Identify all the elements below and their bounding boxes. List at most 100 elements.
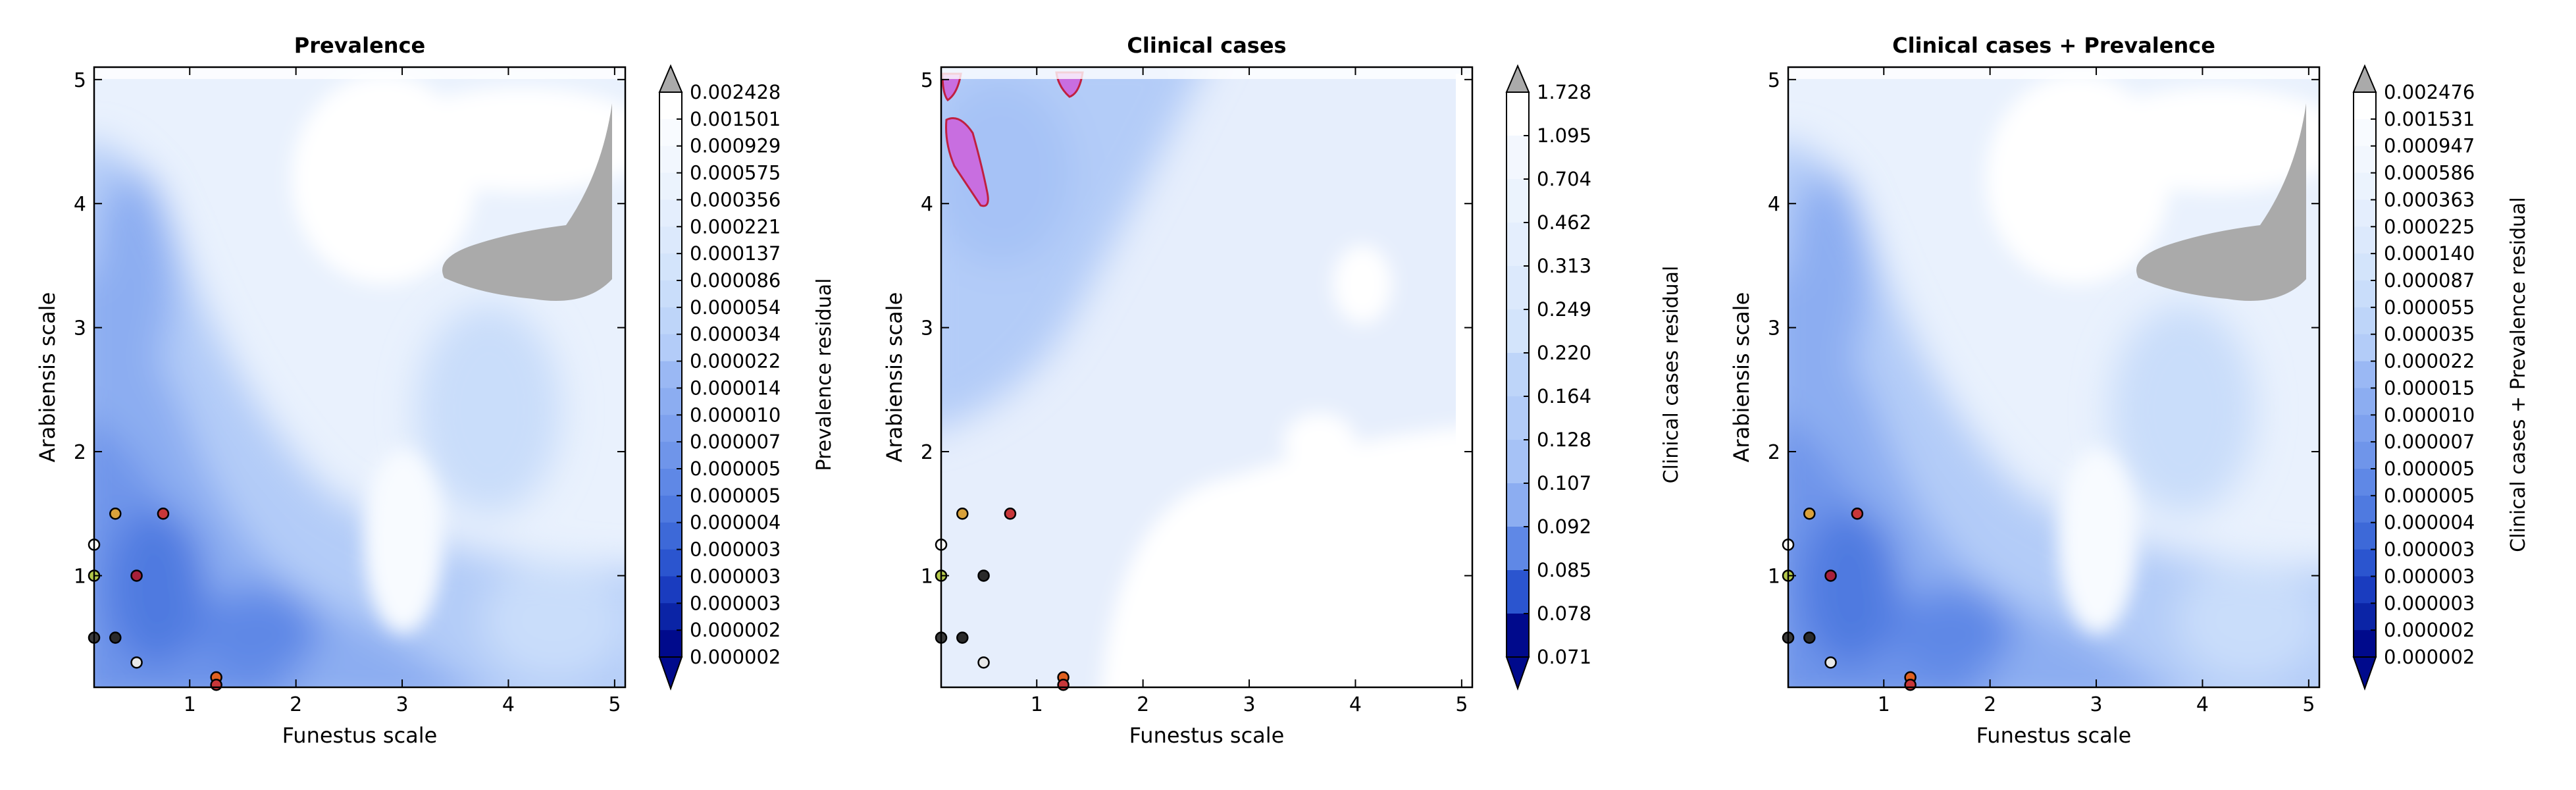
y-tick-label: 1 [1768, 565, 1780, 588]
colorbar-segment [2354, 92, 2376, 120]
y-tick-label: 5 [1768, 69, 1780, 92]
plot-frame [1787, 66, 2321, 689]
colorbar-over-arrow [658, 64, 683, 93]
colorbar-segment [659, 388, 682, 415]
colorbar-segment [659, 495, 682, 523]
colorbar-tick-label: 0.001501 [690, 108, 781, 130]
y-tick-label: 5 [74, 69, 86, 92]
data-point [1824, 569, 1837, 582]
data-point [1851, 507, 1864, 520]
colorbar-segment [659, 253, 682, 281]
contour-field [941, 67, 1472, 687]
colorbar-tick-label: 0.000055 [2384, 296, 2475, 319]
x-tick-label: 1 [1031, 693, 1043, 716]
top-edge [941, 67, 1472, 79]
x-tick-label: 2 [1137, 693, 1149, 716]
colorbar-segment [1507, 570, 1529, 614]
chart-panel-3: 1 2 3 4 5 1 2 3 4 5 Clinical cases + Prevalence Fun… [1729, 33, 2530, 748]
colorbar-segment [659, 522, 682, 550]
colorbar-label: Prevalence residual [813, 278, 836, 471]
data-point [977, 656, 990, 669]
colorbar-under-arrow [2352, 656, 2377, 691]
colorbar-segment [2354, 522, 2376, 550]
colorbar-tick-label: 0.220 [1537, 342, 1591, 364]
colorbar-tick-label: 0.000054 [690, 296, 781, 319]
plot-frame [940, 66, 1474, 689]
masked-region [442, 103, 612, 302]
x-axis-label: Funestus scale [1129, 723, 1285, 748]
colorbar-segment [1507, 223, 1529, 267]
colorbar-segment [659, 118, 682, 147]
colorbar-tick-label: 0.000003 [2384, 592, 2475, 614]
data-point [1904, 678, 1917, 691]
colorbar-tick-label: 0.313 [1537, 255, 1591, 277]
colorbar-segment [659, 630, 682, 658]
colorbar-segment [1507, 614, 1529, 658]
colorbar-segment [2354, 307, 2376, 335]
colorbar-tick-label: 0.085 [1537, 559, 1591, 581]
x-tick-label: 1 [1878, 693, 1890, 716]
colorbar-tick-label: 0.000221 [690, 215, 781, 238]
y-tick-label: 4 [74, 193, 86, 216]
colorbar-tick-label: 0.000003 [2384, 539, 2475, 561]
colorbar-segment [659, 280, 682, 308]
masked-region [2136, 103, 2306, 302]
colorbar-segment [2354, 469, 2376, 496]
y-tick-label: 3 [74, 317, 86, 340]
y-tick-label: 3 [1768, 317, 1780, 340]
colorbar-segment [1507, 309, 1529, 354]
y-tick-label: 1 [921, 565, 933, 588]
colorbar-segment [659, 145, 682, 174]
colorbar-tick-label: 0.000010 [690, 404, 781, 426]
data-point [977, 569, 990, 582]
colorbar-tick-label: 0.071 [1537, 646, 1591, 668]
colorbar-segment [659, 172, 682, 200]
colorbar-segment [2354, 388, 2376, 415]
plot-frame [93, 66, 627, 689]
colorbar-tick-label: 0.000947 [2384, 135, 2475, 157]
contour-highlights [1986, 74, 2319, 633]
colorbar-segment [2354, 118, 2376, 147]
colorbar-tick-label: 0.000575 [690, 162, 781, 184]
colorbar-segment [1507, 92, 1529, 136]
colorbar-segment [659, 603, 682, 631]
x-axis-label: Funestus scale [282, 723, 438, 748]
colorbar-tick-label: 0.000003 [690, 539, 781, 561]
colorbar-segment [659, 361, 682, 388]
colorbar-segment [2354, 199, 2376, 227]
colorbar-tick-label: 0.000014 [690, 377, 781, 399]
colorbar-segment [659, 469, 682, 496]
colorbar-segment [1507, 440, 1529, 484]
colorbar: 0.002476 0.001531 0.000947 0.000586 0.000363… [2352, 64, 2530, 691]
colorbar-segment [659, 576, 682, 604]
colorbar-tick-label: 0.704 [1537, 168, 1591, 190]
colorbar-tick-label: 0.000005 [690, 458, 781, 480]
colorbar-over-arrow [1505, 64, 1530, 93]
colorbar-tick-label: 0.000015 [2384, 377, 2475, 399]
colorbar-tick-label: 0.000002 [690, 619, 781, 641]
colorbar-tick-label: 0.002476 [2384, 81, 2475, 103]
colorbar-tick-label: 0.078 [1537, 602, 1591, 625]
y-tick-label: 2 [921, 441, 933, 464]
colorbar-tick-label: 0.000005 [2384, 485, 2475, 507]
x-tick-label: 5 [2302, 693, 2315, 716]
data-point [157, 507, 170, 520]
colorbar-segment [659, 226, 682, 254]
colorbar: 0.002428 0.001501 0.000929 0.000575 0.000356… [658, 64, 836, 691]
colorbar-tick-label: 0.000086 [690, 269, 781, 292]
colorbar-segment [659, 415, 682, 442]
data-point [210, 678, 222, 691]
colorbar-tick-label: 0.249 [1537, 298, 1591, 321]
colorbar-segment [2354, 145, 2376, 174]
colorbar-frame [1506, 92, 1530, 658]
colorbar-tick-label: 0.000034 [690, 323, 781, 346]
colorbar-tick-label: 1.095 [1537, 124, 1591, 147]
colorbar-tick-label: 0.164 [1537, 385, 1591, 408]
colorbar-tick-label: 0.000087 [2384, 269, 2475, 292]
top-edge [94, 67, 625, 79]
colorbar-tick-label: 0.000003 [2384, 565, 2475, 587]
chart-title: Clinical cases + Prevalence [1892, 33, 2215, 58]
contour-highlights [1101, 245, 1472, 687]
data-point [130, 569, 143, 582]
